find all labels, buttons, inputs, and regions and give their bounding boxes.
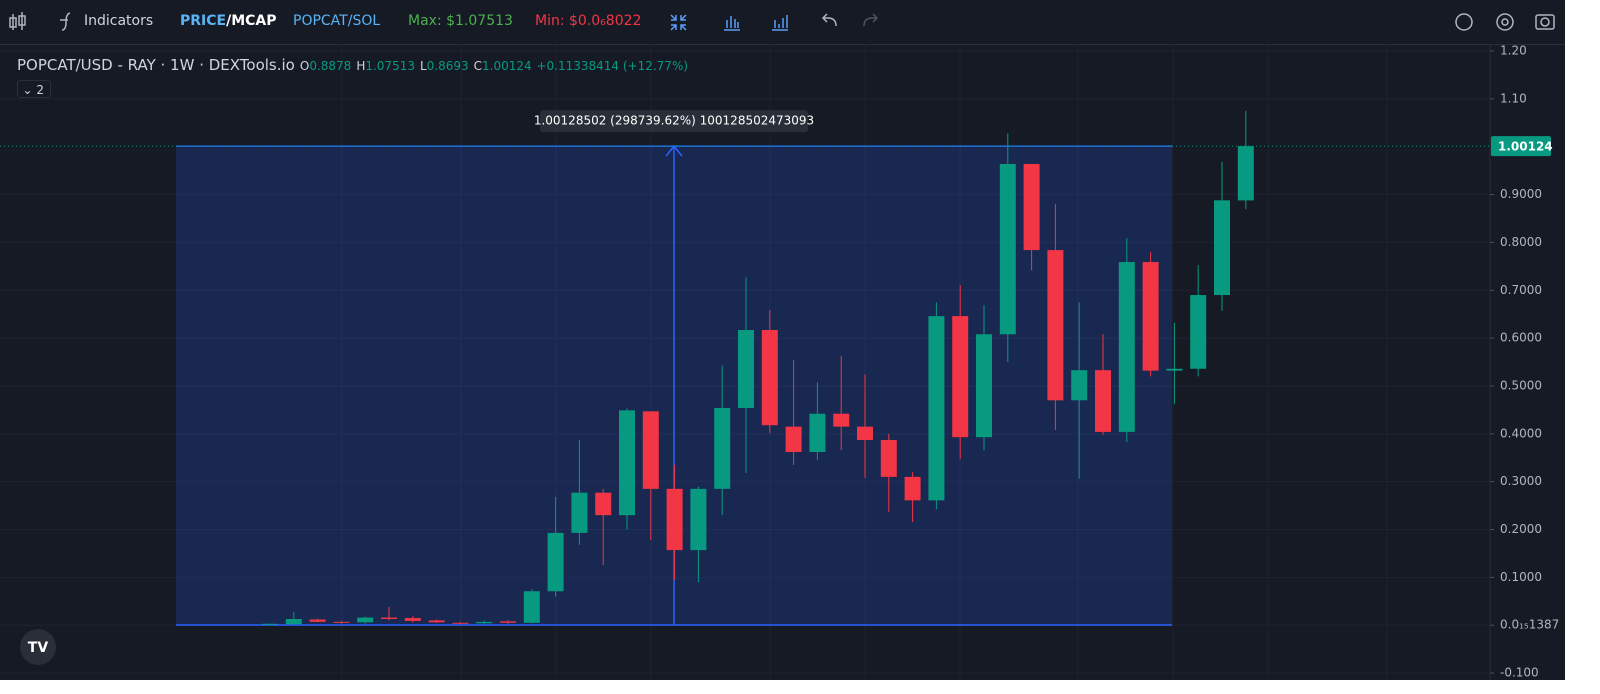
candle-body	[999, 163, 1016, 335]
candle-body	[880, 440, 897, 477]
y-tick-label: 0.6000	[1500, 331, 1542, 345]
candle-body	[785, 426, 802, 453]
candle-body	[904, 476, 921, 501]
candle-body	[642, 411, 659, 489]
pair-alt[interactable]: POPCAT/SOL	[293, 13, 381, 29]
y-tick-label: 0.3000	[1500, 474, 1542, 488]
collapse-count: 2	[36, 83, 44, 97]
y-tick-label: 0.0₁₅1387	[1500, 618, 1559, 632]
legend-items: O0.8878 H1.07513 L0.8693 C1.00124	[295, 56, 532, 74]
snapshot-icon[interactable]	[1535, 14, 1555, 30]
candle-body	[952, 316, 969, 438]
alert-icon[interactable]	[1455, 13, 1473, 31]
chart: 1.20 1.10 0.9000 0.8000 0.7000 0.6000 0.5000 0.…	[0, 12, 1559, 680]
y-tick-label: 0.7000	[1500, 283, 1542, 297]
candle-body	[428, 620, 445, 623]
last-price-bg	[1491, 136, 1551, 157]
candle-body	[1095, 370, 1111, 432]
snapshot-lens	[1540, 17, 1550, 27]
candle-body	[833, 413, 850, 427]
candle-body	[500, 621, 516, 623]
candle-body	[666, 488, 683, 551]
y-tick-label: 0.8000	[1500, 235, 1542, 249]
y-tick-label: 0.4000	[1500, 426, 1542, 440]
candle-icon[interactable]	[9, 12, 26, 30]
candle-body	[381, 617, 397, 619]
app: 1.20 1.10 0.9000 0.8000 0.7000 0.6000 0.5000 0.…	[0, 0, 1565, 680]
candle-body	[1142, 262, 1159, 371]
toolbar-icons	[9, 12, 1555, 31]
toolbar: Indicators PRICE/MCAP POPCAT/SOL Max: $1…	[0, 0, 1565, 45]
candle-body	[1047, 250, 1064, 401]
legend-title: POPCAT/USD - RAY · 1W · DEXTools.io	[17, 56, 295, 74]
candle-body	[1023, 163, 1040, 251]
y-tick-label: 1.10	[1500, 91, 1527, 105]
chart-type-icon[interactable]	[724, 16, 740, 31]
legend-value: 1.07513	[365, 59, 415, 73]
candle-body	[262, 623, 278, 625]
y-tick-label: 0.1000	[1500, 570, 1542, 584]
candle-body	[476, 621, 493, 624]
candle-body	[357, 617, 374, 623]
candle-body	[1237, 146, 1254, 201]
candle-body	[928, 316, 945, 501]
tv-logo-mark: TV	[28, 640, 49, 656]
candle-body	[595, 492, 612, 516]
compare-icon[interactable]	[670, 14, 687, 31]
candle-body	[1214, 200, 1230, 296]
legend-value: 0.8693	[426, 59, 469, 73]
candle-body	[571, 492, 588, 533]
fx-icon[interactable]	[60, 12, 71, 31]
candle-body	[547, 532, 564, 592]
candle-body	[690, 488, 707, 551]
settings-icon[interactable]	[1496, 13, 1514, 31]
last-price-label: 1.00124	[1498, 140, 1553, 154]
price-label: PRICE	[180, 13, 227, 29]
legend-key: H	[356, 59, 366, 73]
price-toggle[interactable]: PRICE/MCAP	[180, 13, 277, 29]
legend-key: C	[473, 59, 483, 73]
bars-icon[interactable]	[772, 15, 788, 31]
candle-body	[738, 329, 754, 408]
candle-body	[404, 618, 421, 621]
min-price: Min: $0.0₆8022	[535, 13, 642, 29]
candle-body	[523, 591, 540, 623]
candle-body	[1118, 262, 1135, 432]
legend: POPCAT/USD - RAY · 1W · DEXTools.io O0.88…	[17, 56, 688, 74]
max-price: Max: $1.07513	[408, 13, 513, 29]
indicators-button[interactable]: Indicators	[84, 13, 154, 29]
y-tick-label: 0.9000	[1500, 187, 1542, 201]
candle-body	[857, 426, 873, 441]
candle-body	[714, 407, 731, 489]
candle-body	[809, 413, 826, 453]
candle-body	[452, 622, 469, 624]
candle-body	[976, 334, 992, 438]
candle-body	[1071, 370, 1088, 401]
candle-body	[309, 619, 326, 622]
candle-body	[285, 618, 302, 625]
legend-value: 0.8878	[309, 59, 352, 73]
legend-change: +0.11338414 (+12.77%)	[536, 59, 689, 73]
candle-body	[333, 621, 350, 623]
settings-icon-core	[1501, 18, 1509, 26]
legend-value: 1.00124	[482, 59, 532, 73]
legend-key: L	[419, 59, 427, 73]
candle-body	[1190, 295, 1207, 369]
redo-icon[interactable]	[863, 13, 879, 27]
y-tick-label: 0.5000	[1500, 378, 1542, 392]
mcap-label: /MCAP	[226, 13, 277, 29]
measure-label: 1.00128502 (298739.62%) 100128502473093	[534, 114, 814, 128]
measure-label-bg	[540, 110, 808, 133]
collapse-button[interactable]: ⌄ 2	[17, 80, 51, 98]
undo-icon[interactable]	[821, 13, 837, 27]
y-tick-label: 0.2000	[1500, 522, 1542, 536]
candle-body	[761, 329, 778, 426]
candle-body	[1166, 368, 1183, 371]
y-tick-label: -0.100	[1500, 666, 1539, 680]
tv-logo[interactable]	[20, 629, 56, 665]
y-tick-label: 1.20	[1500, 44, 1527, 58]
legend-key: O	[299, 59, 310, 73]
candle-body	[619, 410, 635, 516]
